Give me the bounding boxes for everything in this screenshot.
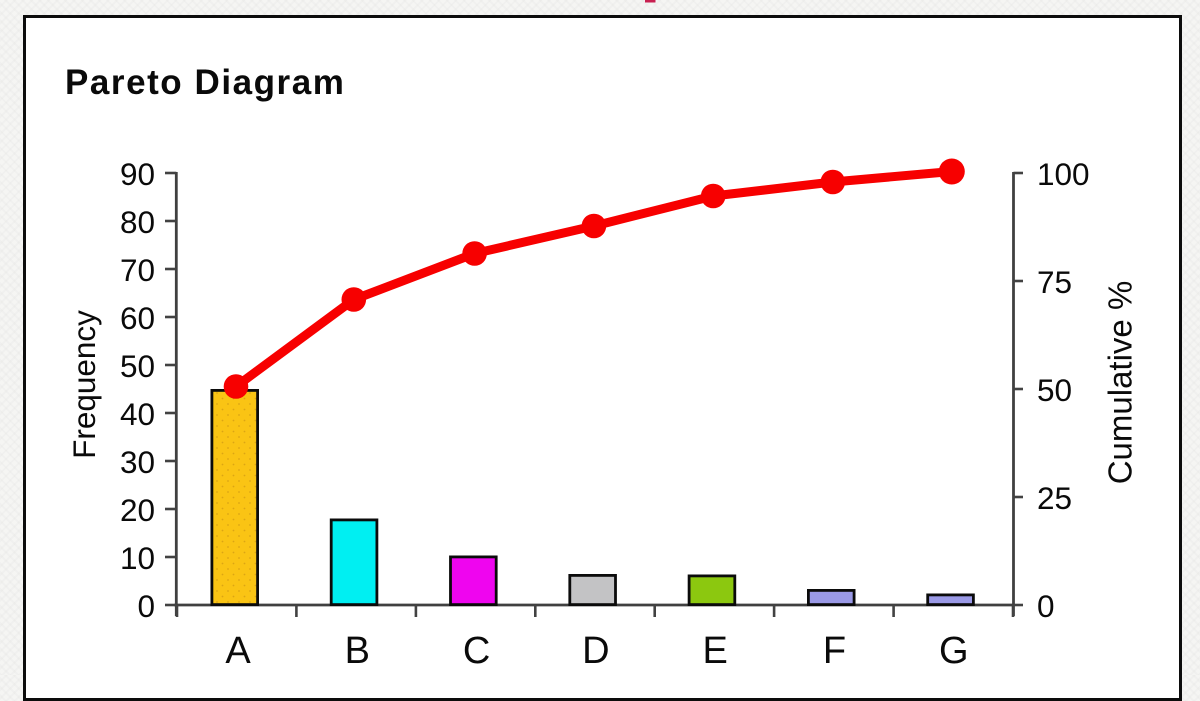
svg-text:F: F bbox=[823, 630, 846, 672]
svg-text:20: 20 bbox=[120, 492, 155, 528]
svg-text:50: 50 bbox=[1037, 372, 1072, 408]
svg-text:E: E bbox=[703, 630, 728, 672]
svg-text:70: 70 bbox=[120, 252, 155, 288]
svg-text:90: 90 bbox=[120, 156, 155, 192]
svg-text:A: A bbox=[225, 630, 251, 672]
svg-text:25: 25 bbox=[1037, 480, 1072, 516]
svg-text:Pareto Diagram: Pareto Diagram bbox=[65, 63, 345, 102]
svg-text:75: 75 bbox=[1037, 264, 1072, 300]
svg-text:B: B bbox=[345, 630, 370, 672]
svg-text:100: 100 bbox=[1037, 156, 1090, 192]
svg-text:0: 0 bbox=[1037, 588, 1055, 624]
svg-text:10: 10 bbox=[120, 540, 155, 576]
svg-text:0: 0 bbox=[137, 588, 155, 624]
svg-text:80: 80 bbox=[120, 204, 155, 240]
svg-text:60: 60 bbox=[120, 300, 155, 336]
svg-text:40: 40 bbox=[120, 396, 155, 432]
svg-text:30: 30 bbox=[120, 444, 155, 480]
svg-text:Cumulative %: Cumulative % bbox=[1102, 281, 1139, 485]
svg-text:C: C bbox=[463, 630, 490, 672]
svg-text:D: D bbox=[582, 630, 609, 672]
svg-text:Frequency: Frequency bbox=[66, 310, 102, 459]
svg-text:G: G bbox=[939, 630, 969, 672]
svg-text:50: 50 bbox=[120, 348, 155, 384]
